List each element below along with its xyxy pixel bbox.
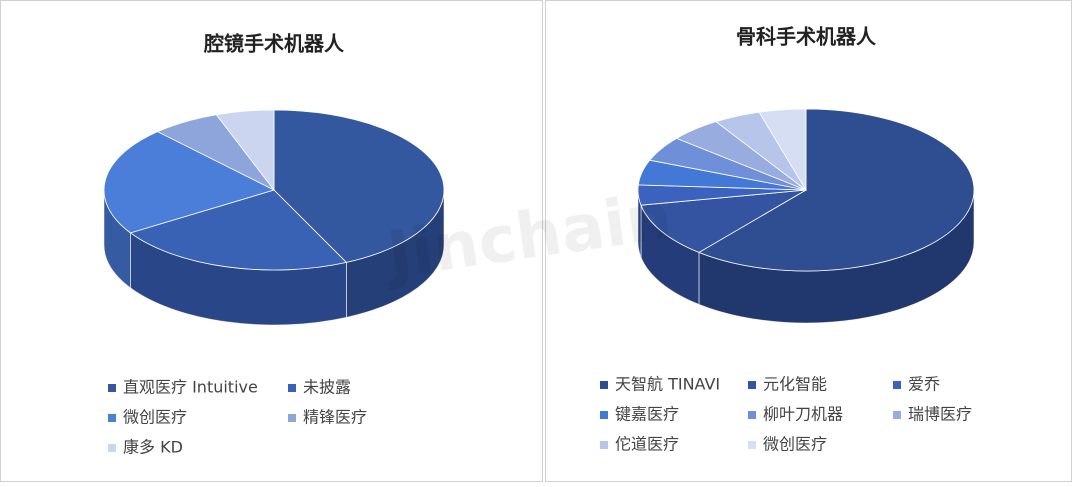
legend-label: 康多 KD	[123, 438, 183, 457]
legend-label: 爱乔	[908, 375, 940, 394]
pie-slice	[640, 189, 807, 253]
legend-label: 瑞博医疗	[908, 405, 972, 424]
pie-side-shade	[130, 232, 347, 325]
pie-slice	[129, 189, 348, 271]
legend-label: 天智航 TINAVI	[615, 375, 720, 394]
chart-title: 骨科手术机器人	[736, 25, 877, 49]
legend-label: 元化智能	[763, 375, 827, 394]
legend-swatch	[108, 444, 116, 452]
legend-swatch	[288, 384, 296, 392]
legend-swatch	[288, 414, 296, 422]
pie-side-shade	[346, 190, 444, 318]
pie-side-shade	[104, 190, 131, 288]
legend-label: 精锋医疗	[303, 408, 367, 427]
legend-label: 微创医疗	[763, 435, 827, 454]
legend-swatch	[600, 411, 608, 419]
legend-swatch	[893, 381, 901, 389]
pie-slice	[698, 108, 975, 272]
pie-side-shade	[698, 190, 974, 323]
legend-swatch	[748, 381, 756, 389]
legend-swatch	[600, 381, 608, 389]
chart-title: 腔镜手术机器人	[203, 32, 345, 56]
legend-swatch	[600, 441, 608, 449]
legend-swatch	[748, 441, 756, 449]
pie-slice	[758, 108, 807, 192]
pie-slice	[215, 109, 275, 192]
legend-swatch	[108, 414, 116, 422]
legend-label: 柳叶刀机器	[763, 405, 843, 424]
pie-slice	[103, 131, 276, 234]
legend-label: 键嘉医疗	[615, 405, 679, 424]
pie-side-shade	[640, 205, 699, 305]
pie-side-shade	[638, 190, 641, 258]
legend-swatch	[108, 384, 116, 392]
legend-label: 直观医疗 Intuitive	[123, 378, 258, 397]
legend-label: 微创医疗	[123, 408, 187, 427]
pie-slice	[273, 109, 445, 263]
legend-swatch	[893, 411, 901, 419]
legend-label: 未披露	[303, 378, 351, 397]
legend-label: 佗道医疗	[615, 435, 679, 454]
legend-swatch	[748, 411, 756, 419]
